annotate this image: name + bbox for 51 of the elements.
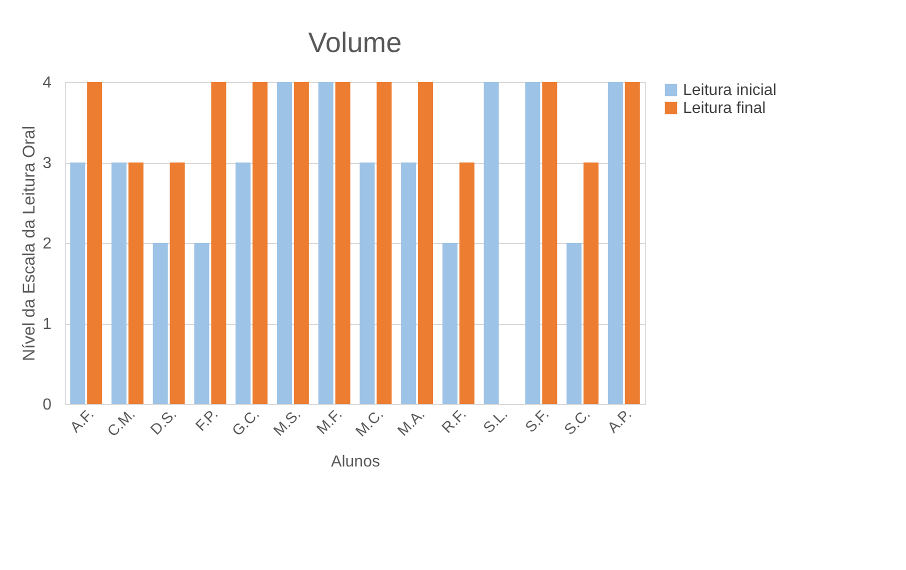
x-tick-label: F.P.: [192, 406, 222, 435]
bar: [152, 243, 168, 404]
y-tick-label: 0: [42, 396, 52, 414]
bar: [360, 162, 375, 404]
bar: [211, 82, 226, 404]
x-tick-label: R.F.: [438, 406, 470, 437]
bar: [294, 82, 309, 404]
bar: [542, 82, 558, 404]
bar: [111, 162, 126, 404]
bar: [252, 82, 268, 404]
x-axis-title: Alunos: [331, 453, 380, 470]
bar: [376, 82, 392, 404]
bar: [276, 82, 292, 404]
bar: [236, 162, 251, 404]
y-tick-label: 4: [42, 74, 52, 92]
bar: [566, 243, 582, 404]
x-tick-label: S.C.: [561, 406, 594, 438]
y-axis-title: Nível da Escala da Leitura Oral: [20, 126, 39, 362]
bar: [624, 82, 640, 404]
x-tick-label: S.L.: [480, 406, 512, 437]
y-tick-label: 1: [42, 316, 52, 333]
bar: [128, 162, 144, 404]
x-tick-label: A.P.: [604, 406, 636, 436]
bar: [401, 162, 416, 404]
x-tick-label: M.A.: [394, 406, 428, 440]
bar: [418, 82, 434, 404]
y-tick-label: 2: [42, 236, 52, 252]
bar: [608, 82, 623, 404]
bar: [194, 243, 210, 404]
bar: [335, 82, 350, 404]
x-tick-label: S.F.: [522, 406, 552, 436]
bar: [87, 82, 102, 404]
legend-label: Leitura final: [683, 100, 766, 117]
x-tick-label: G.C.: [229, 406, 263, 440]
x-tick-label: D.S.: [147, 406, 180, 438]
x-tick-label: M.C.: [352, 406, 387, 440]
x-tick-label: M.S.: [270, 406, 304, 440]
x-tick-label: M.F.: [314, 406, 346, 438]
bar: [484, 82, 499, 404]
bar: [525, 82, 540, 404]
legend-label: Leitura inicial: [683, 82, 776, 99]
x-tick-label: A.F.: [67, 406, 98, 436]
chart-title: Volume: [308, 27, 402, 58]
x-tick-label: C.M.: [104, 406, 139, 440]
bar: [584, 162, 599, 404]
y-tick-label: 3: [42, 155, 52, 172]
bar: [318, 82, 334, 404]
bar: [459, 162, 474, 404]
bar: [170, 162, 185, 404]
bar: [442, 243, 458, 404]
bar: [70, 162, 86, 404]
